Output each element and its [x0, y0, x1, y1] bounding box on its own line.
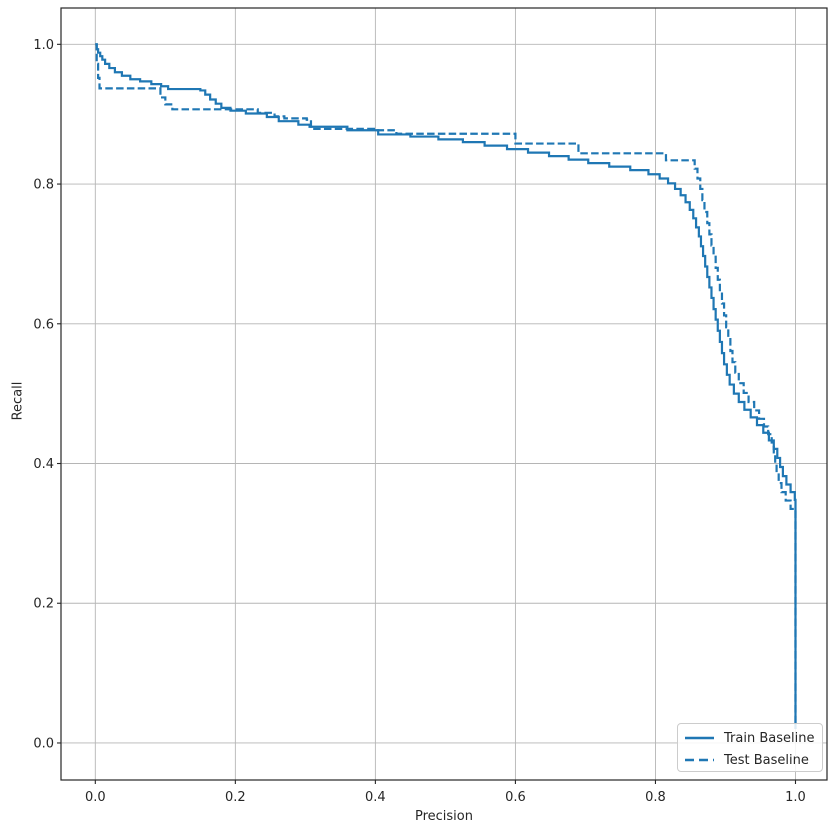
y-tick-label: 0.6 [33, 317, 54, 332]
plot-border [60, 7, 828, 781]
y-tick-label: 0.2 [33, 597, 54, 612]
legend-item-train: Train Baseline [684, 728, 822, 749]
x-tick-label: 0.2 [225, 790, 246, 805]
y-axis-label: Recall [10, 381, 26, 421]
legend-item-test: Test Baseline [684, 750, 822, 771]
y-tick-label: 0.4 [33, 457, 54, 472]
test-line-sample-icon [685, 758, 714, 762]
train-line-sample-icon [685, 736, 714, 740]
x-tick-label: 1.0 [785, 790, 806, 805]
x-tick-label: 0.8 [645, 790, 666, 805]
train-baseline-curve [95, 43, 797, 729]
x-tick-label: 0.6 [505, 790, 526, 805]
test-baseline-curve [95, 43, 797, 729]
legend-label-test: Test Baseline [724, 752, 809, 768]
x-tick-label: 0.4 [365, 790, 386, 805]
y-tick-label: 0.8 [33, 178, 54, 193]
legend: Train Baseline Test Baseline [677, 723, 823, 772]
x-axis-label: Precision [414, 809, 473, 824]
y-tick-label: 1.0 [33, 38, 54, 53]
legend-label-train: Train Baseline [724, 730, 815, 746]
y-tick-label: 0.0 [33, 736, 54, 751]
x-tick-label: 0.0 [85, 790, 106, 805]
